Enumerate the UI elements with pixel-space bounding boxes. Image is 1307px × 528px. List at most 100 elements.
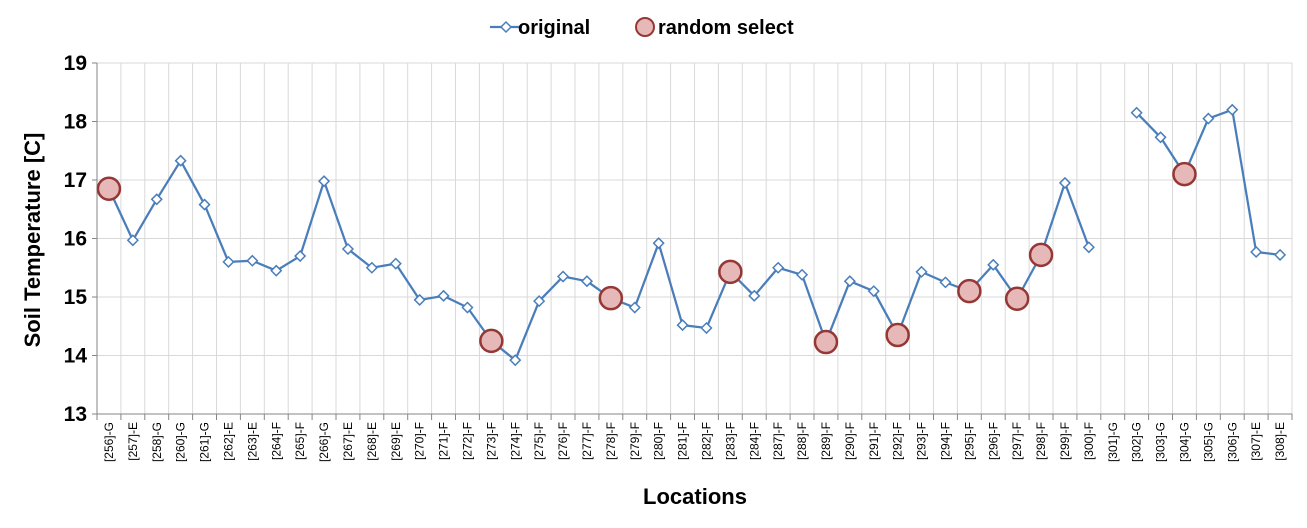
y-tick-label: 16: [64, 228, 87, 251]
legend-random-marker: [635, 17, 655, 37]
random-select-point: [96, 176, 122, 202]
original-point: [294, 249, 307, 263]
series-random-select: [96, 161, 1197, 355]
original-point: [556, 270, 570, 283]
x-tick-label: [262]-E: [221, 422, 235, 461]
x-tick-label: [288]-F: [795, 422, 809, 460]
original-point: [461, 301, 474, 314]
y-axis-title: Soil Temperature [C]: [20, 133, 45, 348]
x-tick-label: [283]-F: [723, 422, 737, 460]
original-point: [174, 154, 187, 167]
original-point: [676, 319, 689, 332]
random-select-point: [1004, 286, 1030, 312]
x-tick-label: [294]-F: [938, 422, 952, 460]
x-tick-label: [304]-G: [1177, 422, 1191, 462]
x-tick-label: [307]-E: [1249, 422, 1263, 461]
original-point: [772, 261, 785, 274]
x-tick-label: [278]-F: [604, 422, 618, 460]
y-tick-labels: 13 14 15 16 17 18 19: [64, 52, 88, 426]
random-select-point: [885, 322, 910, 348]
x-tick-label: [284]-F: [747, 422, 761, 460]
original-line: [1135, 108, 1281, 256]
original-point: [1154, 131, 1167, 144]
original-point: [1082, 241, 1095, 254]
y-tick-label: 17: [64, 169, 87, 192]
x-tick-label: [306]-G: [1225, 422, 1239, 462]
random-select-point: [718, 259, 743, 285]
random-select-point: [1028, 242, 1054, 268]
x-tick-label: [296]-F: [986, 422, 1000, 460]
original-point: [795, 268, 809, 281]
original-point: [1273, 248, 1287, 261]
x-tick-label: [291]-F: [867, 422, 881, 460]
original-point: [939, 276, 952, 289]
x-tick-label: [258]-G: [150, 422, 164, 462]
x-tick-label: [261]-G: [198, 422, 212, 462]
original-point: [126, 234, 139, 247]
x-tick-label: [289]-F: [819, 422, 833, 460]
original-point: [1226, 103, 1239, 116]
x-tick-label: [272]-F: [460, 422, 474, 460]
x-axis-title: Locations: [643, 484, 747, 509]
x-tick-label: [280]-F: [652, 422, 666, 460]
x-tick-label: [277]-F: [580, 422, 594, 460]
original-point: [509, 354, 522, 367]
x-tick-label: [295]-F: [962, 422, 976, 460]
original-point: [198, 198, 211, 211]
x-tick-label: [275]-F: [532, 422, 546, 460]
original-point: [748, 289, 761, 302]
x-tick-label: [263]-E: [245, 422, 259, 461]
legend-original-marker: [499, 20, 513, 34]
x-tick-label: [264]-F: [269, 422, 283, 460]
x-tick-label: [308]-E: [1273, 422, 1287, 461]
original-point: [533, 295, 546, 308]
x-tick-label: [274]-F: [508, 422, 522, 460]
random-select-point: [1172, 161, 1197, 187]
original-point: [843, 275, 856, 288]
original-point: [413, 293, 426, 306]
original-point: [1058, 176, 1072, 189]
x-tick-label: [257]-E: [126, 422, 140, 461]
y-tick-label: 18: [64, 111, 88, 134]
legend-random-label: random select: [658, 17, 794, 39]
x-tick-label: [271]-F: [437, 422, 451, 460]
x-tick-label: [279]-F: [628, 422, 642, 460]
x-tick-label: [269]-E: [389, 422, 403, 461]
original-point: [652, 237, 665, 250]
x-tick-label: [305]-G: [1201, 422, 1215, 462]
x-tick-labels: [256]-G [257]-E [258]-G [260]-G [261]-G [262]…: [102, 422, 1287, 462]
y-tick-label: 19: [64, 52, 87, 75]
original-point: [150, 193, 163, 206]
x-tick-label: [292]-F: [891, 422, 905, 460]
original-point: [1202, 112, 1215, 125]
y-tick-label: 15: [64, 286, 88, 309]
random-select-point: [479, 328, 504, 354]
original-point: [1130, 106, 1143, 119]
original-point: [317, 175, 331, 188]
x-tick-label: [293]-F: [915, 422, 929, 460]
original-point: [580, 275, 594, 288]
gridlines: [97, 62, 1293, 414]
original-point: [270, 264, 283, 277]
original-point: [628, 301, 641, 314]
x-tick-label: [302]-G: [1130, 422, 1144, 462]
original-point: [389, 257, 402, 270]
x-tick-label: [265]-F: [293, 422, 307, 460]
original-point: [437, 289, 450, 302]
axes: [92, 62, 1293, 420]
original-point: [365, 261, 378, 274]
original-point: [987, 258, 1000, 271]
legend: original random select: [490, 17, 794, 39]
x-tick-label: [268]-E: [365, 422, 379, 461]
legend-original-label: original: [518, 17, 590, 39]
original-point: [1250, 245, 1263, 259]
x-tick-label: [266]-G: [317, 422, 331, 462]
original-point: [246, 254, 259, 267]
original-point: [915, 265, 928, 278]
original-point: [700, 321, 713, 335]
x-tick-label: [299]-F: [1058, 422, 1072, 460]
x-tick-label: [281]-F: [676, 422, 690, 460]
random-select-point: [957, 278, 982, 304]
x-tick-label: [267]-E: [341, 422, 355, 461]
